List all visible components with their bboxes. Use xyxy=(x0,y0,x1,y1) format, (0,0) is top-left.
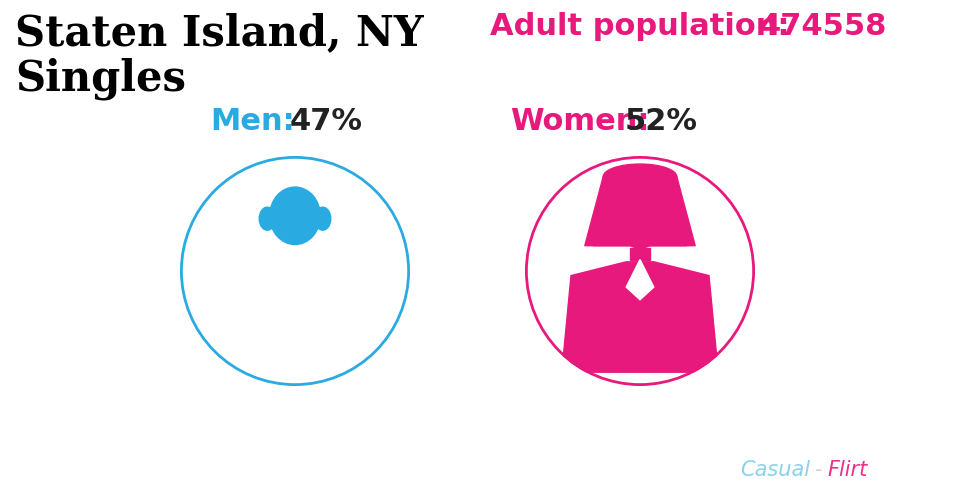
Polygon shape xyxy=(283,245,306,256)
Text: Staten Island, NY: Staten Island, NY xyxy=(15,12,423,54)
Polygon shape xyxy=(212,304,378,372)
Ellipse shape xyxy=(603,165,677,190)
Text: -: - xyxy=(815,459,823,479)
Polygon shape xyxy=(630,248,650,260)
Polygon shape xyxy=(305,258,378,372)
Polygon shape xyxy=(626,260,654,300)
Ellipse shape xyxy=(270,188,321,245)
Polygon shape xyxy=(285,265,305,336)
Ellipse shape xyxy=(259,208,276,231)
Text: Adult population:: Adult population: xyxy=(490,12,789,41)
Polygon shape xyxy=(279,257,311,313)
Text: Casual: Casual xyxy=(740,459,810,479)
Ellipse shape xyxy=(617,198,663,248)
Text: 474558: 474558 xyxy=(760,12,887,41)
Polygon shape xyxy=(593,215,687,246)
Text: Women:: Women: xyxy=(510,107,650,136)
Polygon shape xyxy=(212,258,285,372)
Text: Flirt: Flirt xyxy=(827,459,867,479)
Polygon shape xyxy=(562,263,718,372)
Circle shape xyxy=(525,157,755,386)
Polygon shape xyxy=(290,265,300,336)
Text: Men:: Men: xyxy=(210,107,295,136)
Text: 52%: 52% xyxy=(625,107,698,136)
Circle shape xyxy=(180,157,410,386)
Ellipse shape xyxy=(315,208,331,231)
Polygon shape xyxy=(585,177,695,246)
Text: Singles: Singles xyxy=(15,57,186,99)
Text: 47%: 47% xyxy=(290,107,363,136)
